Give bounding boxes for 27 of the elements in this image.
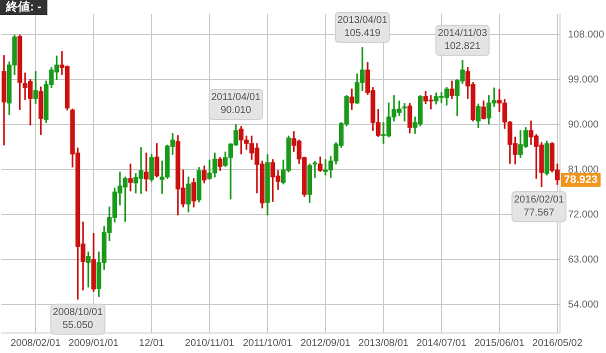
x-tick-label: 2013/08/01 [358,338,409,349]
annotation: 2011/04/01 90.010 [211,92,261,116]
y-tick-label: 81.000 [568,164,600,176]
text: 終値: - [5,0,42,14]
annotation: 2008/10/01 55.050 [52,307,104,331]
x-tick-label: 2012/09/01 [300,338,351,349]
x-tick-label: 2016/05/02 [532,338,583,349]
x-tick-label: 2008/02/01 [10,338,62,349]
x-tick-label: 2015/06/01 [474,338,525,349]
x-tick-label: 12/01 [139,338,165,349]
y-tick-label: 99.000 [568,74,600,86]
candlestick [312,161,318,178]
y-tick-label: 108.000 [568,29,605,40]
annotation: 2014/11/03 102.821 [438,28,488,52]
x-tick-label: 2009/01/01 [68,338,120,349]
annotation: 78.923 [564,174,598,186]
x-tick-label: 2014/07/01 [416,338,467,349]
y-tick-label: 90.000 [568,119,600,130]
annotation: 2013/04/01 105.419 [337,15,388,40]
annotation: 2016/02/01 77.567 [514,194,564,218]
y-tick-label: 63.000 [568,254,600,266]
y-tick-label: 54.000 [568,299,600,310]
x-tick-label: 2011/10/01 [242,338,293,349]
x-tick-label: 2010/11/01 [184,338,235,349]
candlestick [128,164,133,192]
candlestick [402,103,407,122]
y-tick-label: 72.000 [568,209,600,220]
